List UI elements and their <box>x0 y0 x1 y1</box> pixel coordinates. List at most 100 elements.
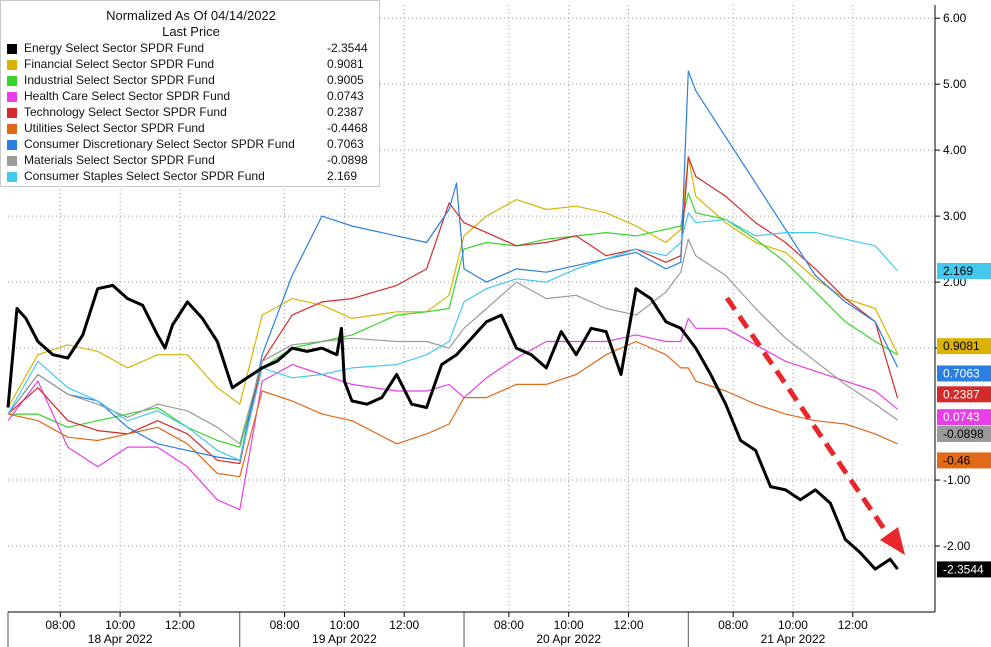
series-line-6 <box>7 70 899 461</box>
y-tick-label: -2.00 <box>943 539 971 553</box>
legend-item: Materials Select Sector SPDR Fund -0.0898 <box>7 153 377 169</box>
legend-item: Health Care Select Sector SPDR Fund 0.074… <box>7 89 377 105</box>
series-line-0 <box>6 283 899 571</box>
series-lines <box>6 70 899 571</box>
series-line-5 <box>7 340 898 478</box>
last-price-tag-bg <box>937 365 991 382</box>
legend-header-normalized: Normalized As Of 04/14/2022 <box>106 8 276 23</box>
legend-header-last-price: Last Price <box>162 24 220 39</box>
y-tick-label: -1.00 <box>943 473 971 487</box>
day-label: 21 Apr 2022 <box>761 632 826 646</box>
last-price-tag-bg <box>937 262 991 279</box>
last-price-tag-arrow <box>937 452 942 469</box>
legend-last-price: 2.169 <box>327 169 358 183</box>
legend-item: Industrial Select Sector SPDR Fund 0.9005 <box>7 73 377 89</box>
x-tick-label: 08:00 <box>270 618 300 632</box>
y-tick-label: 6.00 <box>943 11 967 25</box>
legend-series-name: Health Care Select Sector SPDR Fund <box>24 89 231 103</box>
last-price-tag-arrow <box>937 425 942 442</box>
last-price-tags: -2.3544 0.9081 0.0743 0.2387 -0.46 0.7063 -0.0… <box>937 262 991 578</box>
x-tick-label: 12:00 <box>389 618 419 632</box>
legend-last-price: 0.9081 <box>327 57 364 71</box>
legend-last-price: -0.4468 <box>327 121 368 135</box>
x-tick-label: 08:00 <box>718 618 748 632</box>
series-line-4 <box>7 156 899 465</box>
last-price-tag: 0.9081 <box>937 338 991 355</box>
last-price-tag-label: 0.2387 <box>943 387 980 401</box>
grid <box>8 5 935 612</box>
last-price-tag: 2.169 <box>937 262 991 279</box>
last-price-tag-bg <box>937 561 991 578</box>
last-price-tag-label: -0.46 <box>943 453 971 467</box>
last-price-tag-label: 0.9081 <box>943 339 980 353</box>
legend: Normalized As Of 04/14/2022 Last Price E… <box>0 0 380 187</box>
last-price-tag-label: 2.169 <box>943 264 973 278</box>
series-line-7 <box>7 238 898 445</box>
legend-series-name: Utilities Select Sector SPDR Fund <box>24 121 205 135</box>
last-price-tag-bg <box>937 386 991 403</box>
legend-series-name: Consumer Staples Select Sector SPDR Fund <box>24 169 265 183</box>
last-price-tag-arrow <box>937 409 942 426</box>
last-price-tag-bg <box>937 425 991 442</box>
legend-swatch <box>7 60 17 70</box>
legend-swatch <box>7 140 17 150</box>
last-price-tag-bg <box>937 338 991 355</box>
trend-arrow-head <box>880 527 905 555</box>
day-label: 18 Apr 2022 <box>88 632 153 646</box>
legend-swatch <box>7 44 17 54</box>
axes: 6.005.004.003.002.001.00-1.00-2.0008:001… <box>7 5 971 647</box>
x-tick-label: 10:00 <box>778 618 808 632</box>
day-label: 20 Apr 2022 <box>536 632 601 646</box>
legend-item: Consumer Staples Select Sector SPDR Fund… <box>7 169 377 185</box>
last-price-tag: 0.0743 <box>937 409 991 426</box>
series-line-8 <box>7 212 899 461</box>
legend-item: Consumer Discretionary Select Sector SPD… <box>7 137 377 153</box>
x-tick-label: 08:00 <box>494 618 524 632</box>
x-tick-label: 10:00 <box>554 618 584 632</box>
legend-last-price: -2.3544 <box>327 41 368 55</box>
legend-swatch <box>7 92 17 102</box>
last-price-tag-bg <box>937 452 991 469</box>
legend-series-name: Energy Select Sector SPDR Fund <box>24 41 205 55</box>
legend-item: Utilities Select Sector SPDR Fund -0.4468 <box>7 121 377 137</box>
trend-arrow <box>724 296 905 555</box>
legend-series-name: Technology Select Sector SPDR Fund <box>24 105 227 119</box>
last-price-tag-label: 0.7063 <box>943 366 980 380</box>
x-tick-label: 08:00 <box>45 618 75 632</box>
last-price-tag-arrow <box>937 338 942 355</box>
legend-last-price: 0.7063 <box>327 137 364 151</box>
legend-item: Technology Select Sector SPDR Fund 0.2387 <box>7 105 377 121</box>
last-price-tag-label: -2.3544 <box>943 562 984 576</box>
last-price-tag-arrow <box>937 262 942 279</box>
y-tick-label: 5.00 <box>943 77 967 91</box>
legend-swatch <box>7 124 17 134</box>
day-label: 19 Apr 2022 <box>312 632 377 646</box>
legend-item: Financial Select Sector SPDR Fund 0.9081 <box>7 57 377 73</box>
legend-swatch <box>7 108 17 118</box>
last-price-tag: -0.0898 <box>937 425 991 442</box>
x-tick-label: 12:00 <box>613 618 643 632</box>
x-tick-label: 10:00 <box>105 618 135 632</box>
last-price-tag-bg <box>937 409 991 426</box>
legend-last-price: -0.0898 <box>327 153 368 167</box>
y-tick-label: 3.00 <box>943 209 967 223</box>
last-price-tag-label: -0.0898 <box>943 427 984 441</box>
last-price-tag-arrow <box>937 365 942 382</box>
last-price-tag: -0.46 <box>937 452 991 469</box>
last-price-tag: 0.7063 <box>937 365 991 382</box>
series-line-1 <box>7 156 899 408</box>
legend-last-price: 0.9005 <box>327 73 364 87</box>
trend-arrow-shaft <box>724 296 896 544</box>
legend-last-price: 0.2387 <box>327 105 364 119</box>
legend-swatch <box>7 156 17 166</box>
last-price-tag: 0.2387 <box>937 386 991 403</box>
series-line-2 <box>8 192 898 448</box>
legend-series-name: Consumer Discretionary Select Sector SPD… <box>24 137 295 151</box>
y-tick-label: 4.00 <box>943 143 967 157</box>
legend-series-name: Materials Select Sector SPDR Fund <box>24 153 215 167</box>
legend-series-name: Industrial Select Sector SPDR Fund <box>24 73 215 87</box>
series-line-3 <box>7 317 898 511</box>
legend-last-price: 0.0743 <box>327 89 364 103</box>
x-tick-label: 10:00 <box>329 618 359 632</box>
